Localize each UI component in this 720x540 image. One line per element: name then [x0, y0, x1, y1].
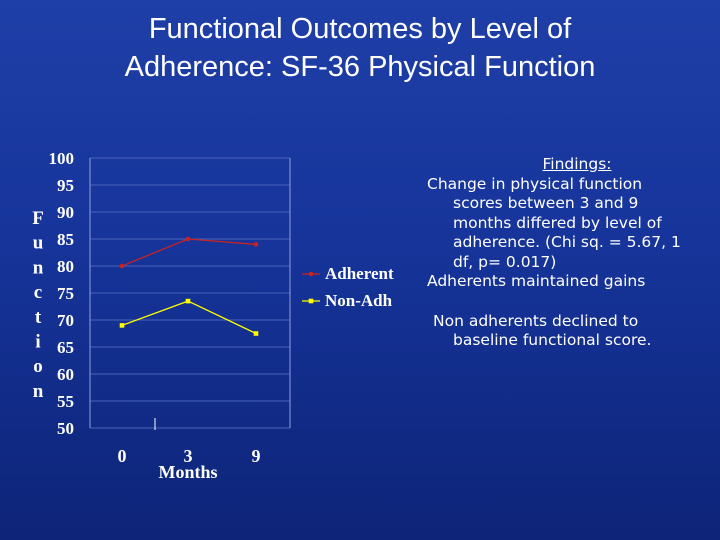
data-point	[119, 323, 125, 328]
y-tick-label: 60	[57, 365, 74, 384]
y-axis-label-letter: n	[33, 257, 44, 278]
data-point	[185, 236, 191, 242]
findings-paragraph-non-adherents: Non adherents declined to baseline funct…	[433, 311, 652, 350]
series-line-non-adh	[121, 300, 257, 335]
findings-paragraph-adherents: Adherents maintained gains	[427, 272, 646, 290]
y-axis-label-letter: c	[34, 282, 42, 303]
x-tick-label: 0	[118, 446, 127, 466]
y-tick-label: 100	[49, 149, 75, 168]
y-tick-label: 75	[57, 284, 74, 303]
y-axis-label-letter: u	[33, 233, 44, 254]
series-line-adherent	[121, 238, 257, 267]
data-point	[253, 331, 259, 336]
legend-label: Adherent	[325, 264, 394, 283]
y-tick-label: 80	[57, 257, 74, 276]
legend-marker	[308, 298, 314, 304]
legend-label: Non-Adh	[325, 291, 393, 310]
data-point	[253, 242, 259, 247]
y-tick-label: 95	[57, 176, 74, 195]
y-axis-label-letter: F	[32, 208, 44, 229]
data-point	[119, 263, 125, 269]
findings-paragraph-change: Change in physical function scores betwe…	[427, 174, 681, 271]
y-axis-label-letter: o	[33, 356, 43, 377]
y-tick-label: 90	[57, 203, 74, 222]
y-tick-label: 70	[57, 311, 74, 330]
y-axis-label-letter: t	[35, 307, 42, 328]
y-axis-label-letter: i	[35, 332, 40, 353]
y-tick-label: 55	[57, 392, 74, 411]
slide-title: Functional Outcomes by Level of Adherenc…	[40, 10, 680, 86]
x-tick-label: 3	[184, 446, 193, 466]
y-tick-label: 85	[57, 230, 74, 249]
slide-title-line-2: Adherence: SF-36 Physical Function	[124, 51, 596, 83]
slide-title-line-1: Functional Outcomes by Level of	[148, 13, 572, 45]
findings-panel: Findings: Change in physical function sc…	[427, 155, 687, 351]
y-tick-label: 65	[57, 338, 74, 357]
legend-marker	[308, 271, 314, 277]
y-axis-label-letter: n	[33, 381, 44, 402]
data-point	[185, 298, 191, 304]
y-tick-label: 50	[57, 419, 74, 438]
findings-heading: Findings:	[542, 155, 612, 173]
x-axis-title: Months	[158, 462, 217, 482]
x-tick-label: 9	[252, 446, 261, 466]
